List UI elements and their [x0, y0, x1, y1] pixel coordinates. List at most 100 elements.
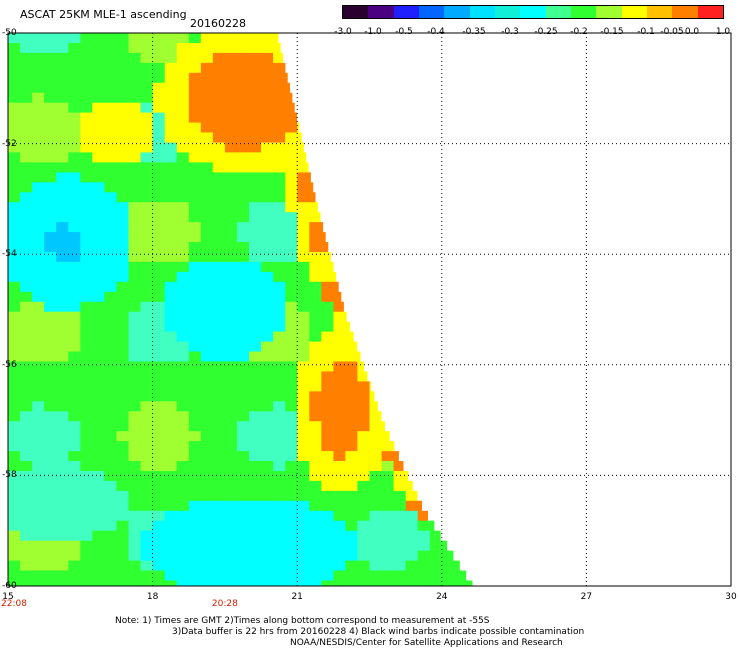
field-cell — [56, 401, 69, 412]
field-cell — [309, 510, 322, 522]
field-cell — [32, 142, 45, 153]
field-cell — [236, 500, 250, 512]
field-cell — [236, 33, 250, 44]
field-cell — [236, 391, 250, 402]
field-cell — [80, 550, 93, 562]
field-cell — [297, 152, 307, 163]
field-cell — [140, 142, 154, 153]
field-cell — [8, 560, 21, 572]
field-cell — [357, 451, 370, 462]
field-cell — [261, 530, 274, 542]
field-cell — [20, 212, 33, 223]
field-cell — [68, 52, 81, 64]
field-cell — [20, 520, 33, 532]
field-cell — [164, 132, 178, 143]
field-cell — [309, 341, 322, 353]
field-cell — [188, 520, 202, 532]
field-cell — [249, 192, 262, 203]
field-cell — [236, 112, 250, 124]
field-cell — [116, 182, 129, 193]
field-cell — [92, 391, 105, 402]
field-cell — [345, 500, 358, 512]
field-cell — [345, 311, 347, 323]
field-cell — [140, 550, 154, 562]
field-cell — [176, 261, 190, 273]
field-cell — [104, 122, 117, 134]
field-cell — [44, 490, 57, 502]
field-cell — [285, 490, 298, 502]
field-cell — [188, 411, 202, 422]
field-cell — [68, 62, 81, 74]
field-cell — [285, 510, 298, 522]
field-cell — [393, 520, 407, 532]
field-cell — [104, 530, 117, 542]
field-cell — [188, 510, 202, 522]
field-cell — [92, 142, 105, 153]
field-cell — [273, 43, 281, 54]
field-cell — [345, 480, 358, 492]
field-cell — [152, 192, 166, 203]
field-cell — [224, 192, 238, 203]
field-cell — [333, 361, 346, 372]
field-cell — [164, 172, 178, 183]
field-cell — [224, 212, 238, 223]
field-cell — [164, 530, 178, 542]
field-cell — [80, 52, 93, 64]
field-cell — [128, 281, 141, 293]
field-cell — [92, 281, 105, 293]
field-cell — [80, 152, 93, 163]
field-cell — [68, 361, 81, 372]
field-cell — [261, 112, 274, 124]
field-cell — [92, 560, 105, 572]
field-cell — [200, 550, 214, 562]
field-cell — [92, 33, 105, 44]
field-cell — [357, 510, 370, 522]
field-cell — [80, 461, 93, 472]
color-scale-label: -0.25 — [534, 27, 558, 37]
field-cell — [212, 192, 226, 203]
field-cell — [381, 471, 395, 482]
field-cell — [393, 510, 407, 522]
field-cell — [309, 271, 322, 283]
field-cell — [68, 331, 81, 343]
field-cell — [116, 222, 129, 233]
field-cell — [164, 281, 178, 293]
field-cell — [249, 102, 262, 114]
field-cell — [20, 490, 33, 502]
field-cell — [152, 471, 166, 482]
field-cell — [152, 202, 166, 213]
field-cell — [333, 411, 346, 422]
field-cell — [297, 192, 310, 203]
field-cell — [92, 152, 105, 163]
field-cell — [152, 461, 166, 472]
field-cell — [176, 132, 190, 143]
field-cell — [176, 222, 190, 233]
field-cell — [249, 52, 262, 64]
field-cell — [116, 441, 129, 452]
field-cell — [297, 281, 310, 293]
latitude-tick-label: -56 — [2, 359, 17, 370]
field-cell — [164, 471, 178, 482]
field-cell — [285, 92, 293, 104]
field-cell — [44, 441, 57, 452]
field-cell — [128, 52, 141, 64]
field-cell — [164, 62, 178, 74]
field-cell — [32, 510, 45, 522]
field-cell — [116, 112, 129, 124]
field-cell — [297, 351, 310, 362]
field-cell — [56, 500, 69, 512]
field-cell — [200, 142, 214, 153]
field-cell — [321, 222, 324, 233]
field-cell — [188, 351, 202, 362]
field-cell — [56, 411, 69, 422]
field-cell — [309, 550, 322, 562]
field-cell — [200, 82, 214, 94]
field-cell — [333, 351, 346, 362]
field-cell — [56, 82, 69, 94]
field-cell — [285, 152, 298, 163]
field-cell — [357, 471, 370, 482]
field-cell — [20, 480, 33, 492]
field-cell — [32, 182, 45, 193]
field-cell — [273, 331, 286, 343]
field-cell — [224, 520, 238, 532]
